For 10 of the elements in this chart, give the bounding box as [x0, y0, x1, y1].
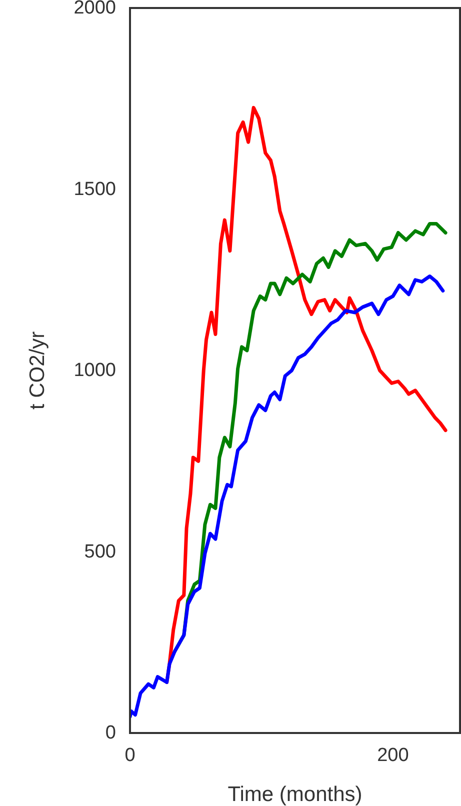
- x-tick-label: 200: [377, 745, 409, 766]
- y-tick-label: 2000: [74, 0, 116, 18]
- y-axis-title: t CO2/yr: [26, 331, 49, 410]
- line-series: [165, 106, 448, 684]
- x-axis-title: Time (months): [228, 783, 362, 806]
- y-tick-label: 500: [84, 541, 116, 562]
- y-tick-label: 1500: [74, 178, 116, 200]
- y-tick-label: 1000: [74, 360, 116, 381]
- line-series: [130, 274, 445, 718]
- y-tick-label: 0: [105, 722, 116, 744]
